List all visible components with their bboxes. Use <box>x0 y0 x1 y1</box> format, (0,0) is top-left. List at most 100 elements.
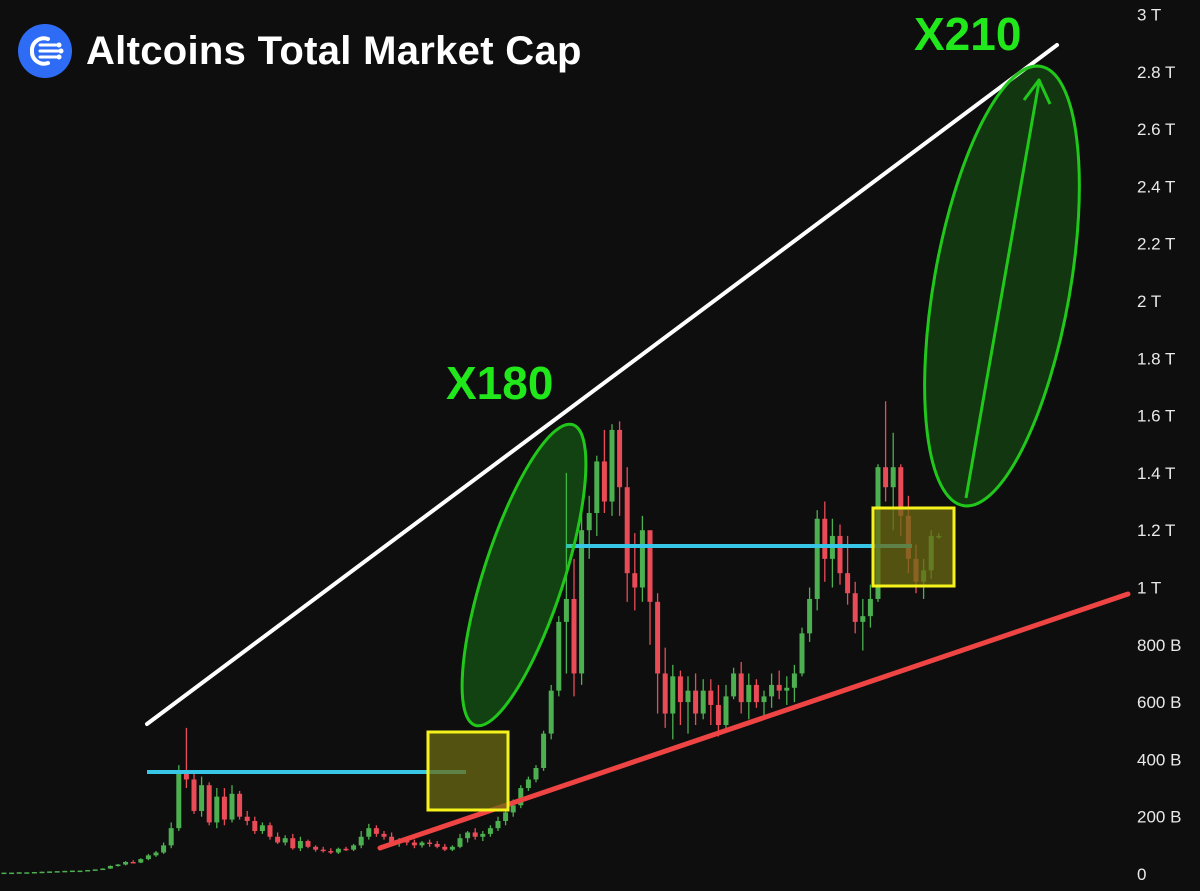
projection-arrow <box>964 81 1041 499</box>
candle-body <box>753 684 759 703</box>
candle-body <box>617 429 623 488</box>
candle-body <box>761 696 767 703</box>
candle-body <box>738 673 744 703</box>
y-tick-label: 1 T <box>1137 579 1161 598</box>
y-tick-label: 2.6 T <box>1137 120 1175 139</box>
candle-body <box>693 690 699 714</box>
candle-body <box>503 812 509 821</box>
candle-body <box>373 828 379 834</box>
candle-body <box>662 673 668 714</box>
candle-body <box>24 872 30 874</box>
candle-body <box>153 852 159 856</box>
candle-body <box>54 871 60 873</box>
candle-body <box>852 593 858 622</box>
y-tick-label: 400 B <box>1137 750 1181 769</box>
candle-body <box>518 788 524 806</box>
candle-body <box>639 530 645 588</box>
x180-label: X180 <box>446 357 553 409</box>
candle-body <box>700 690 706 714</box>
candle-body <box>290 838 296 849</box>
candle-body <box>563 598 569 622</box>
candle-body <box>715 704 721 726</box>
accumulation-zone-box <box>426 730 510 812</box>
candle-body <box>31 871 37 874</box>
y-tick-label: 2.2 T <box>1137 235 1175 254</box>
candle-body <box>252 820 258 832</box>
candle-body <box>822 518 828 559</box>
candle-body <box>655 601 661 674</box>
rally-ellipse <box>460 422 588 728</box>
candle-body <box>358 836 364 846</box>
candle-body <box>541 733 547 768</box>
candle-body <box>586 513 592 531</box>
candle-body <box>47 871 53 873</box>
candle-body <box>632 573 638 588</box>
candle-body <box>161 845 167 853</box>
y-tick-label: 1.6 T <box>1137 407 1175 426</box>
price-axis: 0 200 B 400 B 600 B 800 B 1 T 1.2 T 1.4 T 1.6 T 1… <box>1137 6 1181 885</box>
candle-body <box>837 535 843 574</box>
candle-body <box>609 429 615 502</box>
candle-body <box>16 872 22 874</box>
candle-body <box>677 676 683 703</box>
y-tick-label: 0 <box>1137 865 1146 884</box>
candle-body <box>214 796 220 823</box>
candle-body <box>221 796 227 820</box>
candle-body <box>145 855 151 860</box>
candle-body <box>898 467 904 516</box>
chart-overlays <box>145 43 1131 851</box>
candle-body <box>381 833 387 837</box>
candle-body <box>769 684 775 697</box>
candle-body <box>130 861 136 864</box>
candle-body <box>670 676 676 714</box>
candle-body <box>746 684 752 703</box>
candle-body <box>533 767 539 780</box>
y-tick-label: 600 B <box>1137 693 1181 712</box>
candle-body <box>465 832 471 839</box>
candle-body <box>39 871 45 874</box>
resistance-trendline <box>145 43 1059 726</box>
y-tick-label: 2 T <box>1137 292 1161 311</box>
candle-body <box>305 841 311 847</box>
y-tick-label: 1.2 T <box>1137 521 1175 540</box>
y-tick-label: 2.8 T <box>1137 63 1175 82</box>
candle-body <box>579 530 585 674</box>
candle-body <box>176 772 182 829</box>
candle-body <box>791 673 797 688</box>
candle-body <box>449 846 455 850</box>
candle-body <box>457 838 463 847</box>
candle-body <box>434 843 440 847</box>
candle-body <box>282 838 288 843</box>
candle-body <box>366 828 372 837</box>
candle-body <box>495 820 501 829</box>
candle-body <box>100 868 106 871</box>
y-tick-label: 800 B <box>1137 636 1181 655</box>
candle-body <box>168 828 174 846</box>
candle-body <box>807 598 813 634</box>
candle-body <box>442 846 448 850</box>
chart-header: Altcoins Total Market Cap <box>18 24 582 78</box>
candle-body <box>411 842 417 846</box>
candle-body <box>731 673 737 697</box>
candle-body <box>784 687 790 691</box>
candlestick-series <box>1 401 942 875</box>
candle-body <box>510 805 516 813</box>
candle-body <box>351 845 357 850</box>
candle-body <box>115 864 121 867</box>
candle-body <box>92 869 98 871</box>
candle-body <box>107 865 113 869</box>
candle-body <box>624 487 630 574</box>
candle-body <box>594 461 600 514</box>
candle-body <box>297 841 303 849</box>
candle-body <box>335 848 341 853</box>
candle-body <box>313 846 319 850</box>
candle-body <box>556 621 562 691</box>
candle-body <box>1 872 7 875</box>
candle-body <box>229 793 235 820</box>
candle-body <box>419 842 425 846</box>
candle-body <box>69 870 75 873</box>
candle-body <box>343 848 349 851</box>
candle-body <box>723 696 729 726</box>
y-tick-label: 3 T <box>1137 6 1161 25</box>
